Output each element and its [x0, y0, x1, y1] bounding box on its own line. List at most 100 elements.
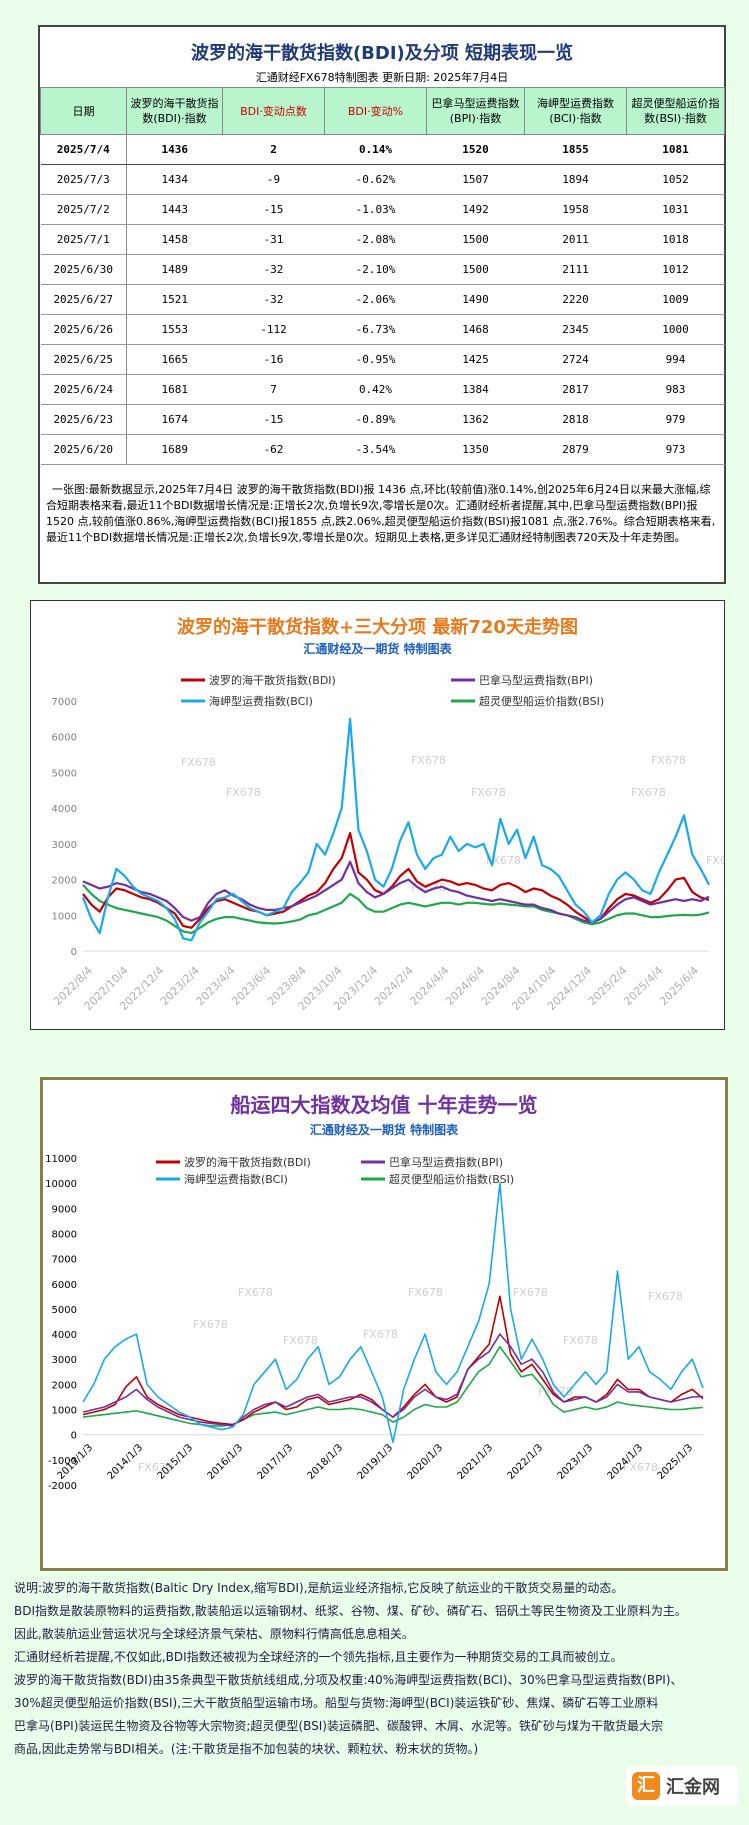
watermark-text: FX678: [193, 1318, 228, 1331]
cell-bsi: 983: [626, 374, 725, 405]
watermark-text: FX678: [631, 786, 666, 799]
series-line-bpi: [82, 860, 710, 924]
cell-bdi: 1665: [126, 344, 223, 375]
cell-bdi-change-pct: -1.03%: [324, 194, 427, 225]
cell-bdi-change-pct: -0.89%: [324, 404, 427, 435]
cell-bci: 2818: [524, 404, 627, 435]
cell-bpi: 1468: [426, 314, 525, 345]
y-tick-label: 2000: [52, 876, 77, 887]
cell-bdi: 1434: [126, 164, 223, 195]
logo-text: 汇金网: [666, 1777, 720, 1798]
cell-bci: 1958: [524, 194, 627, 225]
y-tick-label: -1000: [48, 1456, 77, 1467]
y-tick-label: 0: [71, 947, 77, 958]
footer-line: 说明:波罗的海干散货指数(Baltic Dry Index,缩写BDI),是航运…: [14, 1581, 624, 1595]
cell-date: 2025/7/1: [40, 224, 127, 255]
header-bdi-change-pct: BDI·变动%: [324, 87, 427, 135]
y-tick-label: 3000: [52, 1355, 77, 1366]
cell-bdi: 1681: [126, 374, 223, 405]
watermark-text: FX678: [471, 786, 506, 799]
x-tick-label: 2019/1/3: [356, 1442, 396, 1482]
cell-bdi: 1521: [126, 284, 223, 315]
y-tick-label: 8000: [52, 1229, 77, 1240]
y-tick-label: 7000: [52, 1255, 77, 1266]
y-tick-label: 6000: [52, 733, 77, 744]
cell-bdi-change-pct: 0.14%: [324, 134, 427, 165]
x-tick-label: 2020/1/3: [406, 1442, 446, 1482]
header-bsi: 超灵便型船运价指数(BSI)·指数: [626, 87, 725, 135]
cell-bci: 2724: [524, 344, 627, 375]
cell-bpi: 1507: [426, 164, 525, 195]
legend-label-bsi: 超灵便型船运价指数(BSI): [389, 1172, 514, 1186]
x-tick-label: 2018/1/3: [306, 1442, 346, 1482]
x-tick-label: 2022/1/3: [506, 1442, 546, 1482]
series-line-bsi: [82, 884, 710, 935]
cell-bci: 1855: [524, 134, 627, 165]
cell-bci: 1894: [524, 164, 627, 195]
cell-date: 2025/6/30: [40, 254, 127, 285]
footer-line: 汇通财经析若提醒,不仅如此,BDI指数还被视为全球经济的一个领先指标,且主要作为…: [14, 1650, 623, 1664]
cell-bdi-change-pct: 0.42%: [324, 374, 427, 405]
y-tick-label: 4000: [52, 804, 77, 815]
cell-bdi-change: -16: [222, 344, 325, 375]
x-tick-label: 2016/1/3: [206, 1442, 246, 1482]
cell-bsi: 1009: [626, 284, 725, 315]
site-logo[interactable]: 汇 汇金网: [626, 1766, 738, 1806]
header-bdi-change: BDI·变动点数: [222, 87, 325, 135]
cell-bdi-change: -62: [222, 434, 325, 465]
series-line-bpi: [82, 1333, 704, 1427]
cell-bsi: 1081: [626, 134, 725, 165]
y-tick-label: 11000: [45, 1154, 77, 1165]
cell-bci: 2011: [524, 224, 627, 255]
header-date: 日期: [40, 87, 127, 135]
cell-bci: 2111: [524, 254, 627, 285]
watermark-text: FX678: [411, 754, 446, 767]
cell-bdi-change: -31: [222, 224, 325, 255]
legend-label-bci: 海岬型运费指数(BCI): [209, 694, 313, 708]
cell-bsi: 1012: [626, 254, 725, 285]
y-tick-label: 5000: [52, 1305, 77, 1316]
x-tick-label: 2021/1/3: [456, 1442, 496, 1482]
cell-bpi: 1384: [426, 374, 525, 405]
cell-bpi: 1520: [426, 134, 525, 165]
cell-bdi-change: 7: [222, 374, 325, 405]
table-row: 2025/6/30 1489 -32 -2.10% 1500 2111 1012: [40, 254, 725, 285]
y-tick-label: 6000: [52, 1280, 77, 1291]
cell-bdi: 1489: [126, 254, 223, 285]
y-tick-label: 5000: [52, 768, 77, 779]
cell-bsi: 994: [626, 344, 725, 375]
table-note: 一张图:最新数据显示,2025年7月4日 波罗的海干散货指数(BDI)报 143…: [46, 483, 716, 544]
summary-table-panel: 波罗的海干散货指数(BDI)及分项 短期表现一览 汇通财经FX678特制图表 更…: [38, 25, 726, 584]
cell-bdi: 1674: [126, 404, 223, 435]
cell-bdi-change: -32: [222, 284, 325, 315]
watermark-text: FX678: [138, 1461, 173, 1474]
cell-bdi-change-pct: -2.06%: [324, 284, 427, 315]
legend-label-bdi: 波罗的海干散货指数(BDI): [184, 1155, 311, 1169]
cell-bci: 2879: [524, 434, 627, 465]
table-row: 2025/6/20 1689 -62 -3.54% 1350 2879 973: [40, 434, 725, 465]
cell-bdi-change-pct: -0.62%: [324, 164, 427, 195]
footer-line: 因此,散装航运业营运状况与全球经济景气荣枯、原物料行情高低息息相关。: [14, 1627, 414, 1641]
cell-bsi: 1000: [626, 314, 725, 345]
cell-bdi-change-pct: -2.10%: [324, 254, 427, 285]
chart-subtitle: 汇通财经及一期货 特制图表: [310, 1122, 459, 1137]
table-row: 2025/7/4 1436 2 0.14% 1520 1855 1081: [40, 134, 725, 165]
cell-date: 2025/6/24: [40, 374, 127, 405]
cell-bsi: 979: [626, 404, 725, 435]
header-bci: 海岬型运费指数(BCI)·指数: [524, 87, 627, 135]
chart-720-days-panel: 波罗的海干散货指数+三大分项 最新720天走势图 汇通财经及一期货 特制图表 FX6…: [30, 600, 741, 1030]
x-tick-label: 2017/1/3: [256, 1442, 296, 1482]
cell-bpi: 1350: [426, 434, 525, 465]
cell-bsi: 1031: [626, 194, 725, 225]
y-tick-label: 9000: [52, 1204, 77, 1215]
watermark-text: FX678: [651, 754, 686, 767]
table-row: 2025/6/26 1553 -112 -6.73% 1468 2345 1000: [40, 314, 725, 345]
table-title: 波罗的海干散货指数(BDI)及分项 短期表现一览: [190, 43, 574, 64]
cell-bsi: 1018: [626, 224, 725, 255]
table-row: 2025/6/23 1674 -15 -0.89% 1362 2818 979: [40, 404, 725, 435]
watermark-text: FX678: [363, 1328, 398, 1341]
table-row: 2025/7/3 1434 -9 -0.62% 1507 1894 1052: [40, 164, 725, 195]
chart-subtitle: 汇通财经及一期货 特制图表: [303, 641, 452, 656]
y-tick-label: 4000: [52, 1330, 77, 1341]
